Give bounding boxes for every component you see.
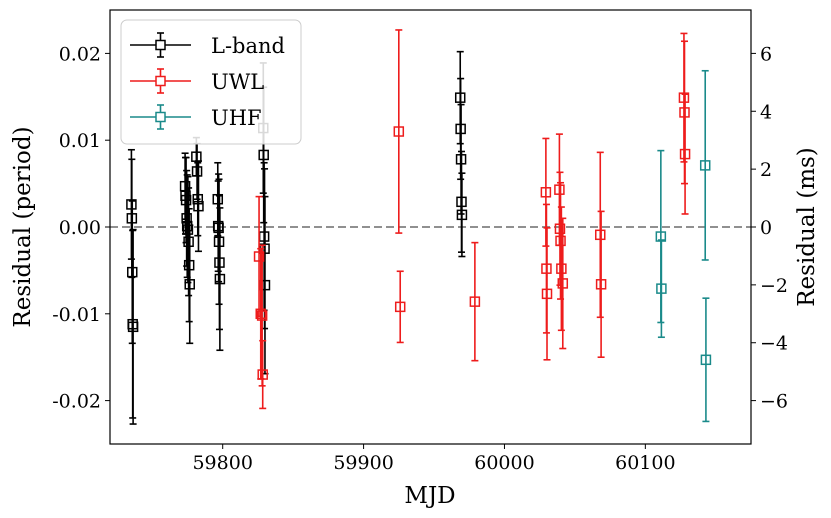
data-point xyxy=(555,235,566,247)
x-tick-label: 60000 xyxy=(474,452,534,474)
data-point xyxy=(700,354,712,366)
data-point xyxy=(699,160,711,171)
series-l-band xyxy=(126,50,468,425)
axes: 59800 59900 60000 60100 0.02 0.01 0.00 -0.01 -0.… xyxy=(52,9,788,474)
legend-marker xyxy=(155,111,166,123)
x-tick-label: 59800 xyxy=(192,452,252,474)
y2-axis-label: Residual (ms) xyxy=(794,147,820,307)
data-point xyxy=(456,209,468,221)
legend-label: L-band xyxy=(211,34,285,58)
data-point xyxy=(257,369,268,380)
y2-tick-label: 4 xyxy=(760,101,772,123)
y-tick-label: 0.00 xyxy=(59,217,101,239)
data-point xyxy=(556,263,567,274)
data-point xyxy=(184,279,195,290)
data-point xyxy=(394,301,406,313)
data-point xyxy=(214,273,226,285)
y-tick-label: -0.01 xyxy=(52,304,101,326)
x-tick-label: 59900 xyxy=(333,452,393,474)
x-axis-label: MJD xyxy=(404,483,455,509)
data-point xyxy=(540,187,552,198)
legend: L-band UWL UHF xyxy=(120,19,302,145)
data-point xyxy=(256,310,268,321)
series-uhf xyxy=(655,69,712,423)
data-point xyxy=(679,148,691,160)
legend-entry-uwl: UWL xyxy=(130,68,264,94)
data-point xyxy=(557,278,569,289)
data-point xyxy=(193,200,204,212)
y2-tick-label: 6 xyxy=(760,43,772,65)
y-tick-label: 0.02 xyxy=(59,43,101,65)
y2-tick-label: −4 xyxy=(760,333,788,355)
data-point xyxy=(595,229,606,241)
plot-area xyxy=(110,29,751,425)
data-point xyxy=(253,251,265,262)
legend-entry-uhf: UHF xyxy=(130,104,262,130)
data-point xyxy=(127,321,139,333)
data-point xyxy=(541,288,553,300)
legend-marker xyxy=(155,75,166,87)
y2-tick-label: −2 xyxy=(760,275,788,297)
data-point xyxy=(393,126,405,137)
y2-tick-label: −6 xyxy=(760,391,788,413)
legend-label: UHF xyxy=(211,106,262,130)
series-uwl xyxy=(253,29,691,410)
data-point xyxy=(258,149,269,161)
y2-tick-label: 2 xyxy=(760,159,772,181)
data-point xyxy=(656,283,667,294)
data-point xyxy=(469,296,481,307)
legend-label: UWL xyxy=(211,70,264,94)
y2-tick-label: 0 xyxy=(760,217,772,239)
y-axis-label: Residual (period) xyxy=(10,126,36,327)
legend-marker xyxy=(155,39,166,51)
legend-entry-l-band: L-band xyxy=(130,32,285,58)
y-tick-label: 0.01 xyxy=(59,130,101,152)
y-tick-label: -0.02 xyxy=(52,391,101,413)
data-point xyxy=(595,279,607,290)
data-point xyxy=(255,308,266,320)
x-tick-label: 60100 xyxy=(615,452,675,474)
legend-frame xyxy=(120,19,302,145)
